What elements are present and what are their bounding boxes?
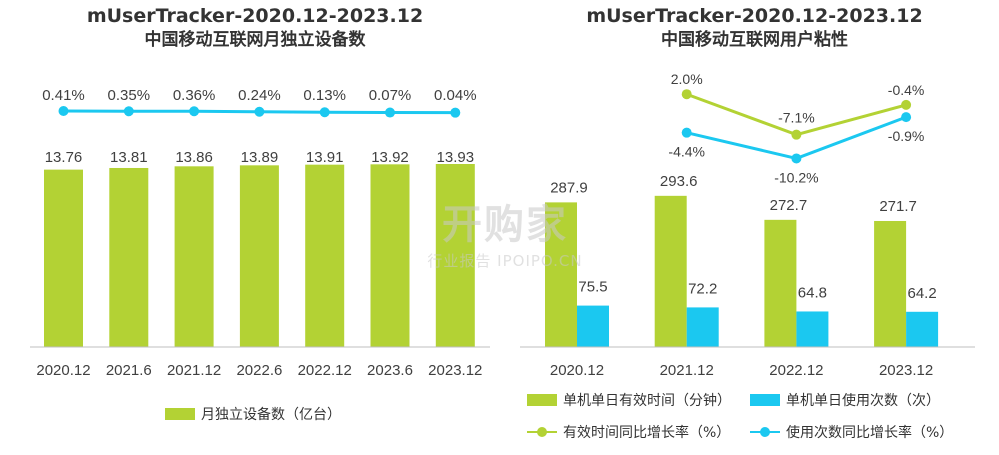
x-tick-label-2023.12: 2023.12	[879, 362, 933, 379]
frequency-growth-point-2021.12	[681, 127, 692, 138]
left-chart-title-line1: mUserTracker-2020.12-2023.12	[86, 5, 424, 27]
duration-bar-label-2020.12: 287.9	[550, 179, 588, 196]
duration-bar-2021.12	[654, 195, 687, 347]
legend-line-swatch-green	[527, 426, 557, 438]
device-bar-2023.12	[435, 164, 475, 347]
device-bar-label-2020.12: 13.76	[45, 149, 83, 166]
duration-bar-2023.12	[874, 220, 907, 347]
duration-growth-point-2022.12	[791, 129, 802, 140]
device-bar-label-2021.6: 13.81	[110, 149, 148, 166]
left-chart-title: mUserTracker-2020.12-2023.12 中国移动互联网月独立设…	[0, 4, 510, 52]
x-tick-label-2023.12: 2023.12	[428, 362, 482, 379]
frequency-growth-label-2023.12: -0.9%	[888, 128, 925, 144]
x-tick-label-2023.6: 2023.6	[367, 362, 413, 379]
frequency-bar-2023.12	[906, 311, 939, 347]
device-growth-point-2022.12	[319, 107, 330, 118]
device-growth-point-2023.6	[385, 107, 395, 118]
legend-bar-swatch-green	[165, 408, 195, 420]
x-tick-label-2021.6: 2021.6	[106, 362, 152, 379]
frequency-growth-point-2023.12	[901, 112, 912, 123]
frequency-bar-2022.12	[796, 311, 829, 347]
duration-bar-label-2021.12: 293.6	[660, 173, 698, 190]
growth-label-2023.12: 0.04%	[434, 87, 477, 104]
frequency-bar-2020.12	[577, 305, 609, 347]
x-tick-label-2021.12: 2021.12	[660, 362, 714, 379]
right-chart: 287.9 75.5 2020.12 293.6 72.2 2021.12 272.7 64.…	[520, 71, 975, 379]
x-tick-label-2022.12: 2022.12	[298, 362, 352, 379]
frequency-bar-label-2021.12: 72.2	[688, 280, 717, 297]
legend-label-duration: 单机单日有效时间（分钟）	[563, 393, 731, 409]
x-tick-label-2021.12: 2021.12	[167, 362, 221, 379]
device-growth-point-2020.12	[58, 106, 69, 116]
right-chart-subtitle: 中国移动互联网用户粘性	[661, 30, 848, 50]
right-legend-frequency-growth: 使用次数同比增长率（%）	[750, 422, 953, 442]
legend-label-frequency: 单机单日使用次数（次）	[786, 393, 940, 409]
left-legend-device-count: 月独立设备数（亿台）	[165, 404, 341, 424]
device-growth-point-2021.12	[189, 106, 200, 117]
x-tick-label-2020.12: 2020.12	[36, 362, 90, 379]
frequency-growth-label-2021.12: -4.4%	[668, 144, 705, 160]
legend-line-swatch-blue	[750, 426, 780, 438]
device-bar-2021.12	[174, 166, 214, 347]
frequency-bar-label-2020.12: 75.5	[578, 279, 607, 296]
right-chart-title-line1: mUserTracker-2020.12-2023.12	[586, 5, 923, 27]
x-tick-label-2022.12: 2022.12	[769, 362, 823, 379]
duration-growth-point-2021.12	[681, 89, 692, 100]
device-bar-label-2023.12: 13.93	[437, 149, 475, 166]
duration-growth-label-2021.12: 2.0%	[671, 71, 703, 87]
frequency-bar-2021.12	[686, 307, 719, 347]
device-growth-point-2022.6	[254, 106, 265, 117]
device-bar-2022.12	[305, 164, 345, 347]
duration-growth-label-2022.12: -7.1%	[778, 110, 815, 126]
device-bar-2021.6	[109, 167, 149, 347]
device-bar-label-2022.12: 13.91	[306, 149, 344, 166]
right-chart-title: mUserTracker-2020.12-2023.12 中国移动互联网用户粘性	[510, 4, 999, 52]
device-growth-point-2023.12	[450, 107, 461, 118]
legend-label-frequency-growth: 使用次数同比增长率（%）	[786, 425, 954, 441]
right-legend-duration-growth: 有效时间同比增长率（%）	[527, 422, 730, 442]
frequency-growth-point-2022.12	[791, 153, 802, 164]
left-chart: 13.76 2020.12 0.41% 13.81 2021.6 0.35% 13.86 20…	[30, 87, 490, 379]
right-legend-frequency: 单机单日使用次数（次）	[750, 390, 940, 410]
x-tick-label-2020.12: 2020.12	[550, 362, 604, 379]
device-bar-2023.6	[370, 164, 410, 347]
duration-growth-point-2023.12	[901, 99, 912, 110]
device-bar-label-2023.6: 13.92	[371, 149, 409, 166]
legend-label-device-count: 月独立设备数（亿台）	[201, 407, 341, 423]
left-chart-subtitle: 中国移动互联网月独立设备数	[144, 30, 366, 50]
legend-bar-swatch-blue	[750, 394, 780, 406]
duration-growth-label-2023.12: -0.4%	[888, 82, 925, 98]
duration-bar-2020.12	[545, 202, 577, 347]
device-bar-label-2022.6: 13.89	[241, 149, 279, 166]
growth-label-2022.12: 0.13%	[303, 87, 346, 104]
device-bar-2022.6	[239, 165, 279, 347]
duration-bar-label-2022.12: 272.7	[770, 197, 808, 214]
legend-label-duration-growth: 有效时间同比增长率（%）	[563, 425, 731, 441]
right-legend-duration: 单机单日有效时间（分钟）	[527, 390, 731, 410]
growth-label-2020.12: 0.41%	[42, 87, 85, 104]
legend-bar-swatch-green	[527, 394, 557, 406]
x-tick-label-2022.6: 2022.6	[236, 362, 282, 379]
growth-label-2022.6: 0.24%	[238, 87, 281, 104]
growth-label-2023.6: 0.07%	[369, 87, 412, 104]
device-bar-label-2021.12: 13.86	[175, 149, 213, 166]
growth-label-2021.6: 0.35%	[108, 87, 151, 104]
frequency-growth-label-2022.12: -10.2%	[774, 169, 818, 185]
frequency-bar-label-2023.12: 64.2	[907, 285, 936, 302]
device-bar-2020.12	[44, 169, 83, 347]
growth-label-2021.12: 0.36%	[173, 87, 216, 104]
duration-bar-2022.12	[764, 219, 797, 347]
frequency-bar-label-2022.12: 64.8	[798, 284, 827, 301]
device-growth-point-2021.6	[123, 106, 134, 117]
duration-bar-label-2023.12: 271.7	[879, 198, 917, 215]
